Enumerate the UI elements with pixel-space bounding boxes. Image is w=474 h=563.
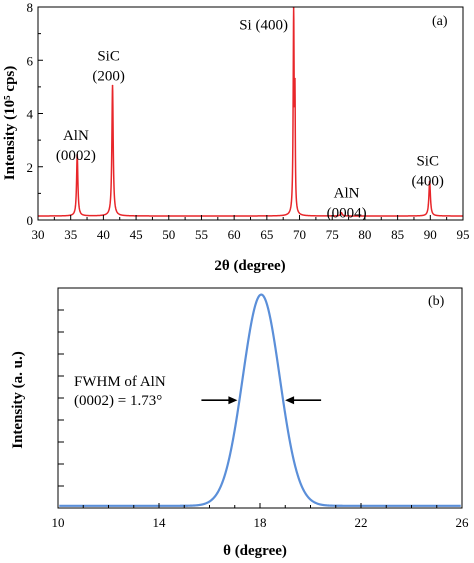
x-tick-label: 30: [32, 227, 45, 242]
x-tick-label: 22: [355, 515, 368, 530]
x-tick-label: 26: [456, 515, 470, 530]
panel-b-y-axis-label: Intensity (a. u.): [10, 351, 26, 449]
peak-annotation-4-line-0: SiC: [416, 153, 439, 169]
fwhm-annotation-line-2: (0002) = 1.73°: [74, 393, 162, 409]
panel-b-data-line: [59, 293, 461, 507]
x-tick-label: 70: [293, 227, 306, 242]
fwhm-arrows: [201, 396, 322, 405]
y-tick-label: 4: [27, 107, 34, 122]
x-tick-label: 60: [228, 227, 241, 242]
panel-a-x-axis-label: 2θ (degree): [214, 258, 285, 274]
panel-a-data-line: [38, 6, 463, 217]
y-tick-label: 2: [27, 160, 34, 175]
panel-a-annotations: AlN (0002) SiC (200) Si (400) AlN (0004) SiC (40…: [56, 18, 444, 222]
panel-b-x-axis-label: θ (degree): [223, 543, 287, 559]
panel-b-label: (b): [428, 294, 445, 309]
peak-annotation-2-line-0: Si (400): [239, 18, 288, 34]
x-tick-label: 50: [162, 227, 175, 242]
peak-annotation-0-line-0: AlN: [63, 128, 89, 144]
x-tick-label: 18: [254, 515, 267, 530]
x-tick-label: 14: [153, 515, 167, 530]
x-tick-label: 10: [52, 515, 65, 530]
peak-annotation-3-line-1: (0004): [327, 205, 367, 221]
panel-a-x-ticks: 30 35 40 45 50 55 60 65 70 75 80 85 90 95: [32, 215, 470, 242]
peak-point-3: [294, 77, 296, 80]
x-tick-label: 65: [260, 227, 273, 242]
peak-annotation-1-line-1: (200): [92, 68, 125, 84]
peak-annotation-3-line-0: AlN: [334, 185, 360, 201]
x-tick-label: 80: [358, 227, 371, 242]
panel-a-frame: [37, 6, 464, 221]
peak-annotation-1-line-0: SiC: [97, 48, 120, 64]
panel-b-y-ticks: [58, 287, 64, 487]
peak-point-1: [111, 84, 114, 87]
panel-a-y-axis-label: Intensity (10⁵ cps): [2, 66, 18, 181]
fwhm-arrow-left-head: [228, 396, 238, 405]
y-tick-label: 8: [27, 0, 34, 15]
x-tick-label: 85: [391, 227, 404, 242]
rocking-curve-line: [59, 293, 461, 507]
peak-point-5: [428, 180, 431, 183]
x-tick-label: 95: [457, 227, 470, 242]
rocking-curve-peak-point: [260, 293, 263, 296]
y-tick-label: 0: [27, 213, 34, 228]
peak-annotation-4-line-1: (400): [411, 173, 444, 189]
panel-a-label: (a): [432, 14, 448, 29]
panel-b: 10 14 18 22 26 (b) FWHM of AlN (0002) = 1.73…: [10, 287, 470, 559]
fwhm-arrow-right-head: [285, 396, 295, 405]
peak-point-4: [340, 211, 343, 214]
x-tick-label: 55: [195, 227, 208, 242]
xrd-spectrum-line: [38, 7, 463, 217]
x-tick-label: 35: [64, 227, 77, 242]
panel-a: 30 35 40 45 50 55 60 65 70 75 80 85 90 95 0 2 4 6 8 AlN (0…: [2, 0, 470, 274]
fwhm-annotation-line-1: FWHM of AlN: [74, 374, 166, 390]
x-tick-label: 40: [97, 227, 110, 242]
x-tick-label: 75: [326, 227, 339, 242]
peak-annotation-0-line-1: (0002): [56, 148, 96, 164]
panel-b-x-ticks: 10 14 18 22 26: [52, 503, 470, 530]
panel-a-y-ticks: 0 2 4 6 8: [27, 0, 43, 228]
x-tick-label: 90: [424, 227, 437, 242]
x-tick-label: 45: [130, 227, 143, 242]
y-tick-label: 6: [27, 53, 34, 68]
peak-point-0: [76, 153, 79, 156]
